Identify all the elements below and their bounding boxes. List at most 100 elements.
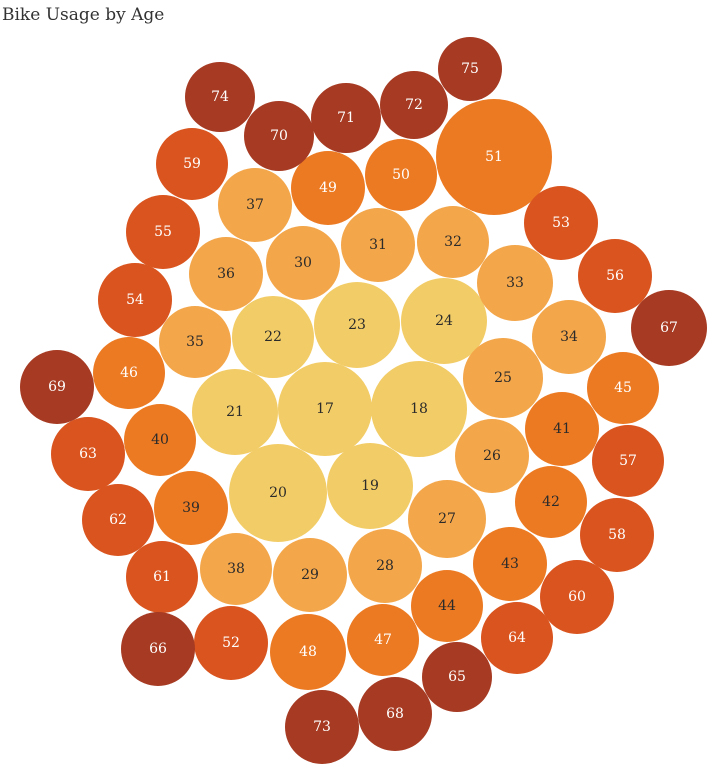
bubble-circle[interactable] xyxy=(159,306,231,378)
bubble-age-46[interactable]: 46 xyxy=(93,337,165,409)
bubble-age-30[interactable]: 30 xyxy=(266,226,340,300)
bubble-circle[interactable] xyxy=(189,237,263,311)
bubble-circle[interactable] xyxy=(455,419,529,493)
bubble-age-48[interactable]: 48 xyxy=(270,614,346,690)
bubble-age-22[interactable]: 22 xyxy=(232,296,314,378)
bubble-circle[interactable] xyxy=(124,404,196,476)
bubble-age-58[interactable]: 58 xyxy=(580,498,654,572)
bubble-age-60[interactable]: 60 xyxy=(540,560,614,634)
bubble-circle[interactable] xyxy=(532,300,606,374)
bubble-age-17[interactable]: 17 xyxy=(278,362,372,456)
bubble-circle[interactable] xyxy=(463,338,543,418)
bubble-age-50[interactable]: 50 xyxy=(365,139,437,211)
bubble-circle[interactable] xyxy=(126,541,198,613)
bubble-circle[interactable] xyxy=(525,392,599,466)
bubble-age-75[interactable]: 75 xyxy=(438,37,502,101)
bubble-circle[interactable] xyxy=(270,614,346,690)
bubble-age-57[interactable]: 57 xyxy=(592,425,664,497)
bubble-age-21[interactable]: 21 xyxy=(192,369,278,455)
bubble-age-68[interactable]: 68 xyxy=(358,677,432,751)
bubble-age-61[interactable]: 61 xyxy=(126,541,198,613)
bubble-circle[interactable] xyxy=(51,417,125,491)
bubble-circle[interactable] xyxy=(348,529,422,603)
bubble-age-51[interactable]: 51 xyxy=(436,99,552,215)
bubble-age-24[interactable]: 24 xyxy=(401,278,487,364)
bubble-age-63[interactable]: 63 xyxy=(51,417,125,491)
bubble-circle[interactable] xyxy=(185,62,255,132)
bubble-circle[interactable] xyxy=(411,570,483,642)
bubble-circle[interactable] xyxy=(93,337,165,409)
bubble-age-52[interactable]: 52 xyxy=(194,606,268,680)
bubble-circle[interactable] xyxy=(631,290,707,366)
bubble-age-29[interactable]: 29 xyxy=(273,538,347,612)
bubble-circle[interactable] xyxy=(365,139,437,211)
bubble-age-44[interactable]: 44 xyxy=(411,570,483,642)
bubble-circle[interactable] xyxy=(291,151,365,225)
bubble-age-20[interactable]: 20 xyxy=(229,444,327,542)
bubble-circle[interactable] xyxy=(524,186,598,260)
bubble-circle[interactable] xyxy=(341,208,415,282)
bubble-circle[interactable] xyxy=(98,263,172,337)
bubble-circle[interactable] xyxy=(314,282,400,368)
bubble-circle[interactable] xyxy=(82,484,154,556)
bubble-age-59[interactable]: 59 xyxy=(156,128,228,200)
bubble-circle[interactable] xyxy=(540,560,614,634)
bubble-age-72[interactable]: 72 xyxy=(380,71,448,139)
bubble-circle[interactable] xyxy=(121,612,195,686)
bubble-circle[interactable] xyxy=(477,245,553,321)
bubble-circle[interactable] xyxy=(438,37,502,101)
bubble-circle[interactable] xyxy=(327,443,413,529)
bubble-circle[interactable] xyxy=(380,71,448,139)
bubble-circle[interactable] xyxy=(371,361,467,457)
bubble-age-54[interactable]: 54 xyxy=(98,263,172,337)
bubble-circle[interactable] xyxy=(200,533,272,605)
bubble-age-38[interactable]: 38 xyxy=(200,533,272,605)
bubble-age-42[interactable]: 42 xyxy=(515,466,587,538)
bubble-age-39[interactable]: 39 xyxy=(154,471,228,545)
bubble-age-47[interactable]: 47 xyxy=(347,604,419,676)
bubble-age-67[interactable]: 67 xyxy=(631,290,707,366)
bubble-age-23[interactable]: 23 xyxy=(314,282,400,368)
bubble-age-71[interactable]: 71 xyxy=(311,83,381,153)
bubble-age-37[interactable]: 37 xyxy=(218,168,292,242)
bubble-age-43[interactable]: 43 xyxy=(473,527,547,601)
bubble-age-36[interactable]: 36 xyxy=(189,237,263,311)
bubble-age-55[interactable]: 55 xyxy=(126,195,200,269)
bubble-age-31[interactable]: 31 xyxy=(341,208,415,282)
bubble-age-25[interactable]: 25 xyxy=(463,338,543,418)
bubble-circle[interactable] xyxy=(229,444,327,542)
bubble-age-69[interactable]: 69 xyxy=(20,350,94,424)
bubble-age-74[interactable]: 74 xyxy=(185,62,255,132)
bubble-circle[interactable] xyxy=(244,101,314,171)
bubble-age-34[interactable]: 34 xyxy=(532,300,606,374)
bubble-age-40[interactable]: 40 xyxy=(124,404,196,476)
bubble-age-35[interactable]: 35 xyxy=(159,306,231,378)
bubble-circle[interactable] xyxy=(311,83,381,153)
bubble-circle[interactable] xyxy=(436,99,552,215)
bubble-age-49[interactable]: 49 xyxy=(291,151,365,225)
bubble-age-64[interactable]: 64 xyxy=(481,602,553,674)
bubble-circle[interactable] xyxy=(473,527,547,601)
bubble-circle[interactable] xyxy=(285,690,359,764)
bubble-circle[interactable] xyxy=(422,642,492,712)
bubble-age-45[interactable]: 45 xyxy=(587,352,659,424)
bubble-age-56[interactable]: 56 xyxy=(578,239,652,313)
bubble-age-26[interactable]: 26 xyxy=(455,419,529,493)
bubble-circle[interactable] xyxy=(192,369,278,455)
bubble-circle[interactable] xyxy=(347,604,419,676)
bubble-circle[interactable] xyxy=(401,278,487,364)
bubble-circle[interactable] xyxy=(218,168,292,242)
bubble-circle[interactable] xyxy=(126,195,200,269)
bubble-age-28[interactable]: 28 xyxy=(348,529,422,603)
bubble-age-65[interactable]: 65 xyxy=(422,642,492,712)
bubble-circle[interactable] xyxy=(278,362,372,456)
bubble-circle[interactable] xyxy=(156,128,228,200)
bubble-circle[interactable] xyxy=(20,350,94,424)
bubble-circle[interactable] xyxy=(232,296,314,378)
bubble-circle[interactable] xyxy=(578,239,652,313)
bubble-circle[interactable] xyxy=(587,352,659,424)
bubble-circle[interactable] xyxy=(580,498,654,572)
bubble-circle[interactable] xyxy=(417,206,489,278)
bubble-age-66[interactable]: 66 xyxy=(121,612,195,686)
bubble-age-33[interactable]: 33 xyxy=(477,245,553,321)
